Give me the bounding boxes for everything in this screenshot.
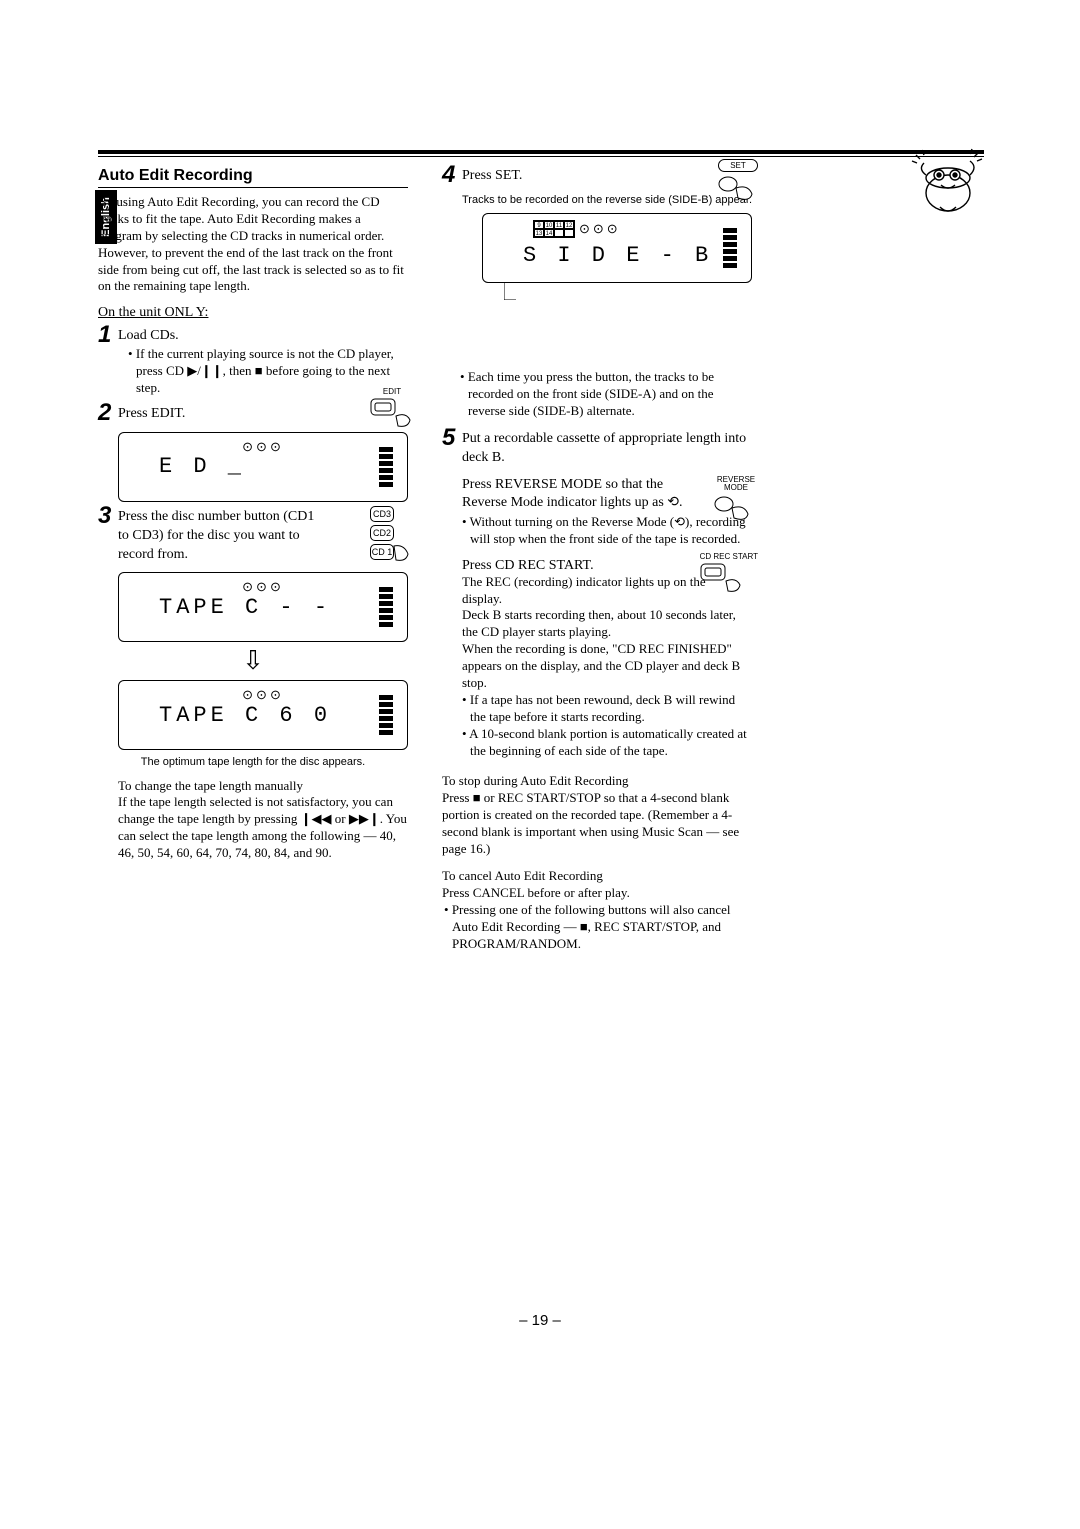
step-2-number: 2 <box>98 399 111 427</box>
display-tape-1-text: TAPE C - - <box>159 595 379 620</box>
step-4-bullet: Each time you press the button, the trac… <box>460 369 752 420</box>
cd-rec-p3: When the recording is done, "CD REC FINI… <box>462 641 752 692</box>
set-button-graphic: SET <box>718 159 758 206</box>
edit-button-icon <box>370 398 414 434</box>
page-body: Auto Edit Recording By using Auto Edit R… <box>98 150 984 952</box>
step-4-caption: Tracks to be recorded on the reverse sid… <box>462 194 752 207</box>
cd-indicator-dots <box>579 221 621 238</box>
step-4-text: Press SET. <box>462 168 522 183</box>
reverse-mode-btn-label: REVERSE MODE <box>714 476 758 492</box>
step-1-number: 1 <box>98 321 111 349</box>
rule-thick <box>98 150 984 154</box>
display-side-b-text: S I D E - B <box>523 243 723 268</box>
step-2: 2 Press EDIT. EDIT <box>98 405 408 424</box>
set-button-icon <box>718 174 758 206</box>
cd-rec-start-button-graphic: CD REC START <box>700 552 758 597</box>
cd2-button-icon: CD2 <box>370 525 394 541</box>
cd-indicator-dots <box>242 691 284 702</box>
step-5-number: 5 <box>442 424 455 452</box>
cd-rec-p2: Deck B starts recording then, about 10 s… <box>462 607 752 641</box>
cd-buttons-graphic: CD3 CD2 CD 1 <box>370 506 412 566</box>
set-button-label: SET <box>718 159 758 172</box>
cancel-bullet: Pressing one of the following buttons wi… <box>444 902 752 953</box>
cd-indicator-dots <box>242 583 284 594</box>
section-title: Auto Edit Recording <box>98 167 408 188</box>
cancel-body: Press CANCEL before or after play. <box>442 885 752 902</box>
track-grid: 9101112 1314 <box>533 220 575 238</box>
level-bars-icon <box>723 228 737 268</box>
left-column: Auto Edit Recording By using Auto Edit R… <box>98 167 408 952</box>
step-4: 4 Press SET. SET <box>442 167 752 186</box>
step-5: 5 Put a recordable cassette of appropria… <box>442 430 752 468</box>
edit-button-label: EDIT <box>370 387 414 396</box>
right-column: 4 Press SET. SET Tracks to be recorded o… <box>442 167 752 952</box>
display-edit: E D _ <box>118 432 408 502</box>
reverse-mode-button-icon <box>714 494 754 526</box>
cd-rec-start-button-icon <box>700 563 744 597</box>
cd-rec-b2: A 10-second blank portion is automatical… <box>462 726 752 760</box>
stop-body: Press ■ or REC START/STOP so that a 4-se… <box>442 790 752 858</box>
tape-length-caption: The optimum tape length for the disc app… <box>98 756 408 768</box>
reverse-mode-head: Press REVERSE MODE so that the Reverse M… <box>462 476 697 512</box>
cd1-button-icon: CD 1 <box>370 544 394 560</box>
intro-paragraph: By using Auto Edit Recording, you can re… <box>98 194 408 295</box>
cd-rec-b1: If a tape has not been rewound, deck B w… <box>462 692 752 726</box>
step-1-text: Load CDs. <box>118 328 179 343</box>
step-1-sub: If the current playing source is not the… <box>128 346 408 397</box>
change-length-body: If the tape length selected is not satis… <box>118 794 408 862</box>
step-3-number: 3 <box>98 502 111 530</box>
reverse-mode-bullet: Without turning on the Reverse Mode (⟲),… <box>462 514 752 548</box>
display-tape-2: TAPE C 6 0 <box>118 680 408 750</box>
step-1: 1 Load CDs. If the current playing sourc… <box>98 327 408 397</box>
step-5-text: Put a recordable cassette of appropriate… <box>462 431 746 465</box>
step-2-text: Press EDIT. <box>118 406 185 421</box>
arrow-down-icon: ⇩ <box>98 648 408 674</box>
rule-thin <box>98 156 984 157</box>
callout-line-icon <box>504 282 564 300</box>
cd-rec-p1: The REC (recording) indicator lights up … <box>462 574 707 608</box>
cd3-button-icon: CD3 <box>370 506 394 522</box>
cd-indicator-dots <box>242 443 284 454</box>
cd-rec-start-btn-label: CD REC START <box>700 552 758 561</box>
display-tape-1: TAPE C - - <box>118 572 408 642</box>
step-3-text: Press the disc number button (CD1 to CD3… <box>118 509 314 562</box>
step-3: 3 Press the disc number button (CD1 to C… <box>98 508 408 565</box>
edit-button-graphic: EDIT <box>370 387 414 434</box>
change-length-head: To change the tape length manually <box>118 778 408 794</box>
page-number: – 19 – <box>519 1312 561 1329</box>
finger-press-icon <box>392 544 412 566</box>
display-side-b: 9101112 1314 S I D E - B <box>482 213 752 283</box>
cancel-head: To cancel Auto Edit Recording <box>442 868 752 885</box>
stop-head: To stop during Auto Edit Recording <box>442 773 752 790</box>
step-4-number: 4 <box>442 161 455 189</box>
display-edit-text: E D _ <box>159 454 379 479</box>
on-unit-only: On the unit ONL Y: <box>98 305 408 321</box>
display-tape-2-text: TAPE C 6 0 <box>159 703 379 728</box>
reverse-mode-button-graphic: REVERSE MODE <box>714 476 758 526</box>
